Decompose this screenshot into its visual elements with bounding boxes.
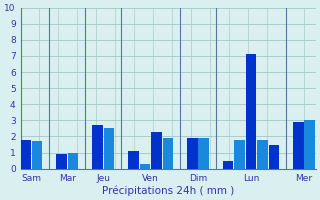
Bar bbox=[92, 125, 103, 169]
Bar bbox=[140, 164, 150, 169]
Bar bbox=[304, 120, 315, 169]
Bar bbox=[151, 132, 162, 169]
Bar bbox=[257, 140, 268, 169]
Bar bbox=[163, 138, 173, 169]
Bar bbox=[32, 141, 42, 169]
Bar bbox=[187, 138, 197, 169]
Bar bbox=[104, 128, 114, 169]
X-axis label: Précipitations 24h ( mm ): Précipitations 24h ( mm ) bbox=[102, 185, 234, 196]
Bar bbox=[57, 154, 67, 169]
Bar bbox=[223, 161, 234, 169]
Bar bbox=[293, 122, 304, 169]
Bar bbox=[68, 153, 78, 169]
Bar bbox=[20, 140, 31, 169]
Bar bbox=[198, 138, 209, 169]
Bar bbox=[246, 54, 256, 169]
Bar bbox=[235, 140, 245, 169]
Bar bbox=[268, 145, 279, 169]
Bar bbox=[128, 151, 139, 169]
